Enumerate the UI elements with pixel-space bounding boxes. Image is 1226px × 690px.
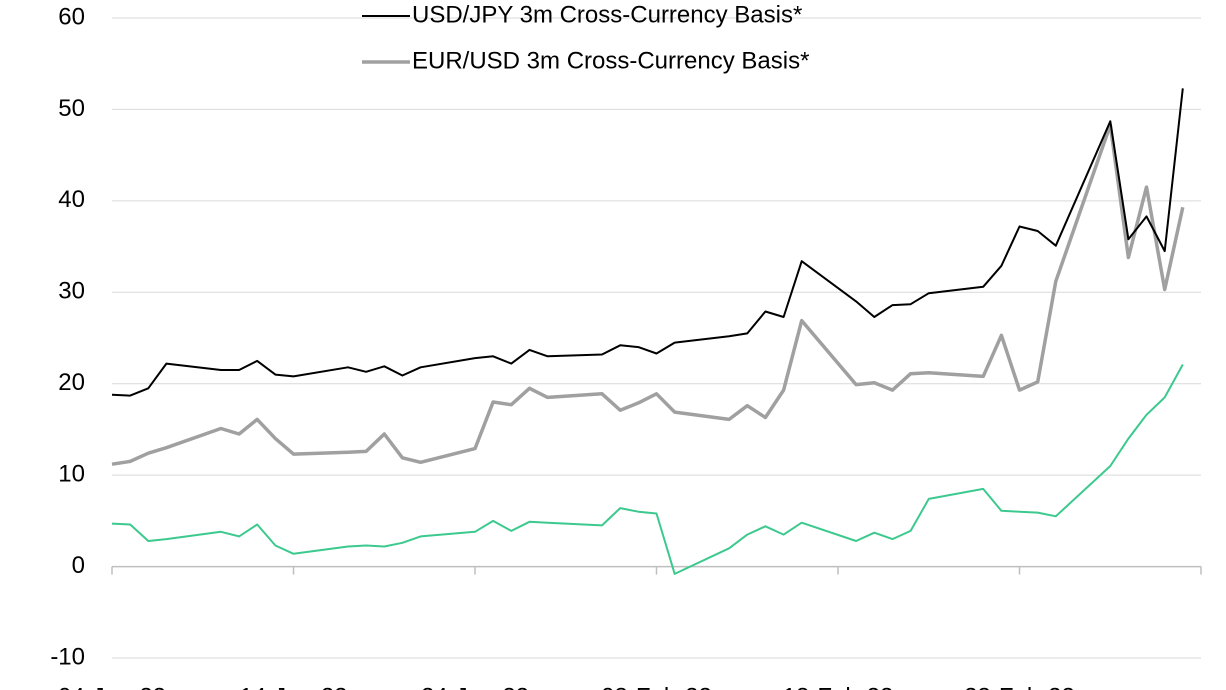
legend-label: USD/JPY 3m Cross-Currency Basis* [412, 1, 802, 28]
y-tick-label: 50 [58, 95, 85, 122]
x-tick-label: 23-Feb-22 [964, 683, 1075, 690]
x-tick-label: 04-Jan-22 [58, 683, 166, 690]
legend-label: EUR/USD 3m Cross-Currency Basis* [412, 47, 809, 74]
y-tick-label: 30 [58, 278, 85, 305]
y-tick-label: 60 [58, 3, 85, 30]
x-tick-label: 14-Jan-22 [239, 683, 347, 690]
series-line [111, 364, 1184, 575]
series-line [111, 88, 1184, 397]
x-tick-label: 24-Jan-22 [421, 683, 529, 690]
x-tick-label: 13-Feb-22 [783, 683, 894, 690]
x-tick-label: 03-Feb-22 [601, 683, 712, 690]
y-tick-label: 0 [72, 552, 85, 579]
series-line [111, 123, 1185, 466]
y-tick-label: 10 [58, 460, 85, 487]
y-tick-label: -10 [50, 643, 85, 670]
y-tick-label: 40 [58, 186, 85, 213]
y-tick-label: 20 [58, 369, 85, 396]
